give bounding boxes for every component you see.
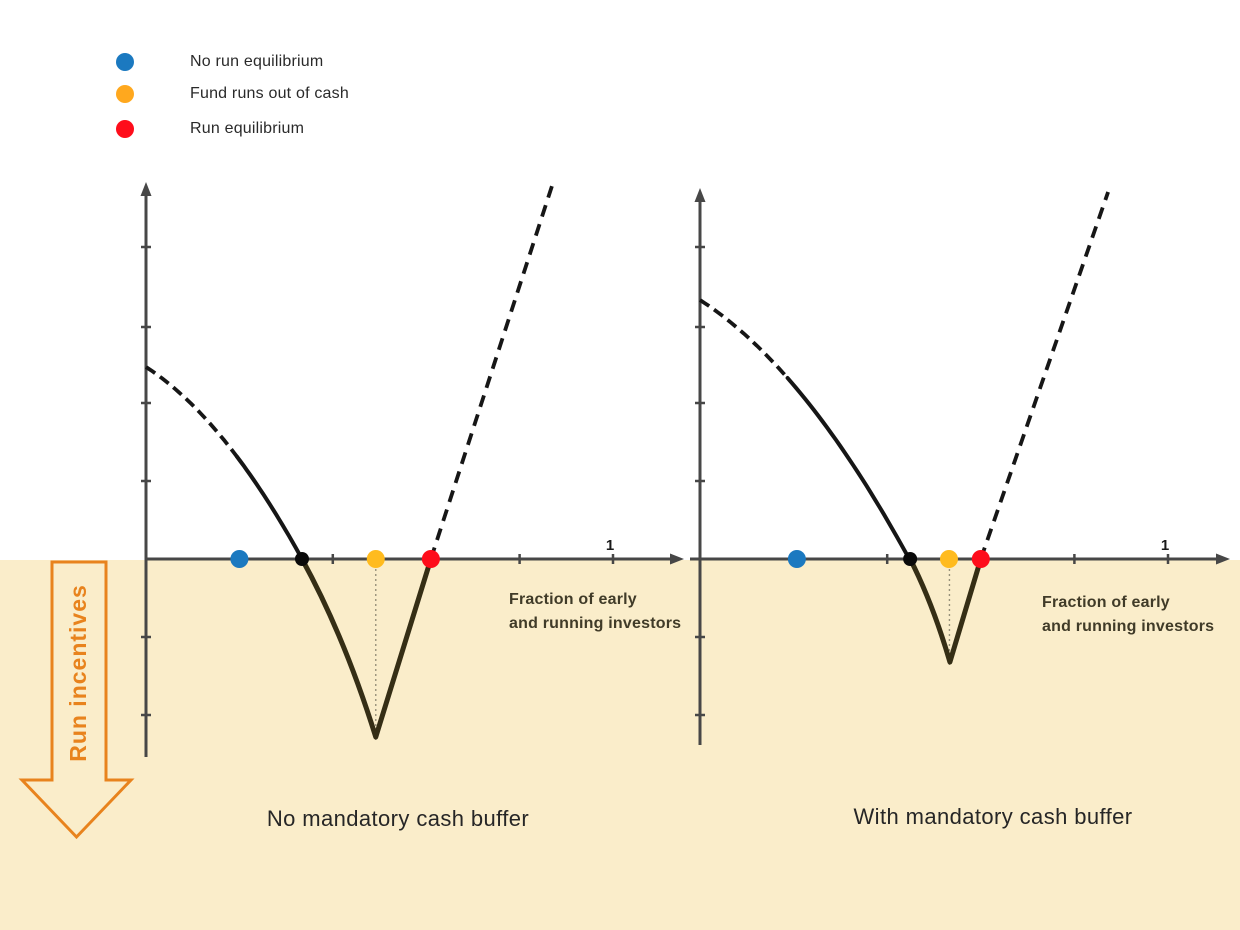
zero-crossing-dot xyxy=(903,552,918,566)
x-axis-label-right: Fraction of early and running investors xyxy=(1042,594,1215,635)
x-axis-label-left: Fraction of early and running investors xyxy=(509,591,682,632)
blue-dot-icon xyxy=(116,53,134,71)
no-run-equilibrium-dot xyxy=(230,550,249,568)
y-axis-arrow-icon xyxy=(140,182,152,196)
legend-label: No run equilibrium xyxy=(190,53,324,70)
down-arrow-icon xyxy=(18,560,135,840)
upward-dashed-line xyxy=(979,191,1110,560)
x-max-label: 1 xyxy=(606,537,614,554)
fund-runs-out-of-cash-dot xyxy=(366,550,385,568)
upward-dashed-line xyxy=(429,184,555,560)
orange-dot-icon xyxy=(116,85,134,103)
legend-item-no-run: No run equilibrium xyxy=(116,53,323,71)
panel-left: 1 xyxy=(140,182,684,757)
run-arrow-label: Run incentives xyxy=(65,584,91,762)
run-equilibrium-dot xyxy=(421,550,440,568)
zero-crossing-dot xyxy=(294,552,309,566)
y-axis-arrow-icon xyxy=(694,188,706,202)
payoff-curve-solid xyxy=(785,376,913,563)
legend-label: Fund runs out of cash xyxy=(190,85,349,102)
legend-label: Run equilibrium xyxy=(190,120,305,137)
payoff-curve-dashed xyxy=(144,365,239,458)
payoff-curve-dashed xyxy=(698,298,790,380)
v-shape-curve xyxy=(299,556,434,740)
v-shape-curve xyxy=(907,556,984,665)
panel-right: 1 xyxy=(690,188,1230,745)
legend-item-out-of-cash: Fund runs out of cash xyxy=(116,85,349,103)
x-axis-arrow-icon xyxy=(1216,553,1230,565)
payoff-curve-solid xyxy=(235,454,304,561)
run-equilibrium-dot xyxy=(971,550,990,568)
legend-item-run-eq: Run equilibrium xyxy=(116,120,304,138)
panel-title-left: No mandatory cash buffer xyxy=(266,806,530,831)
x-max-label: 1 xyxy=(1161,537,1169,554)
no-run-equilibrium-dot xyxy=(787,550,806,568)
red-dot-icon xyxy=(116,120,134,138)
panel-title-right: With mandatory cash buffer xyxy=(853,804,1133,829)
fund-runs-out-of-cash-dot xyxy=(939,550,958,568)
run-region-background xyxy=(0,560,1240,930)
run-incentives-arrow: Run incentives xyxy=(18,560,135,840)
x-axis-arrow-icon xyxy=(670,553,684,565)
